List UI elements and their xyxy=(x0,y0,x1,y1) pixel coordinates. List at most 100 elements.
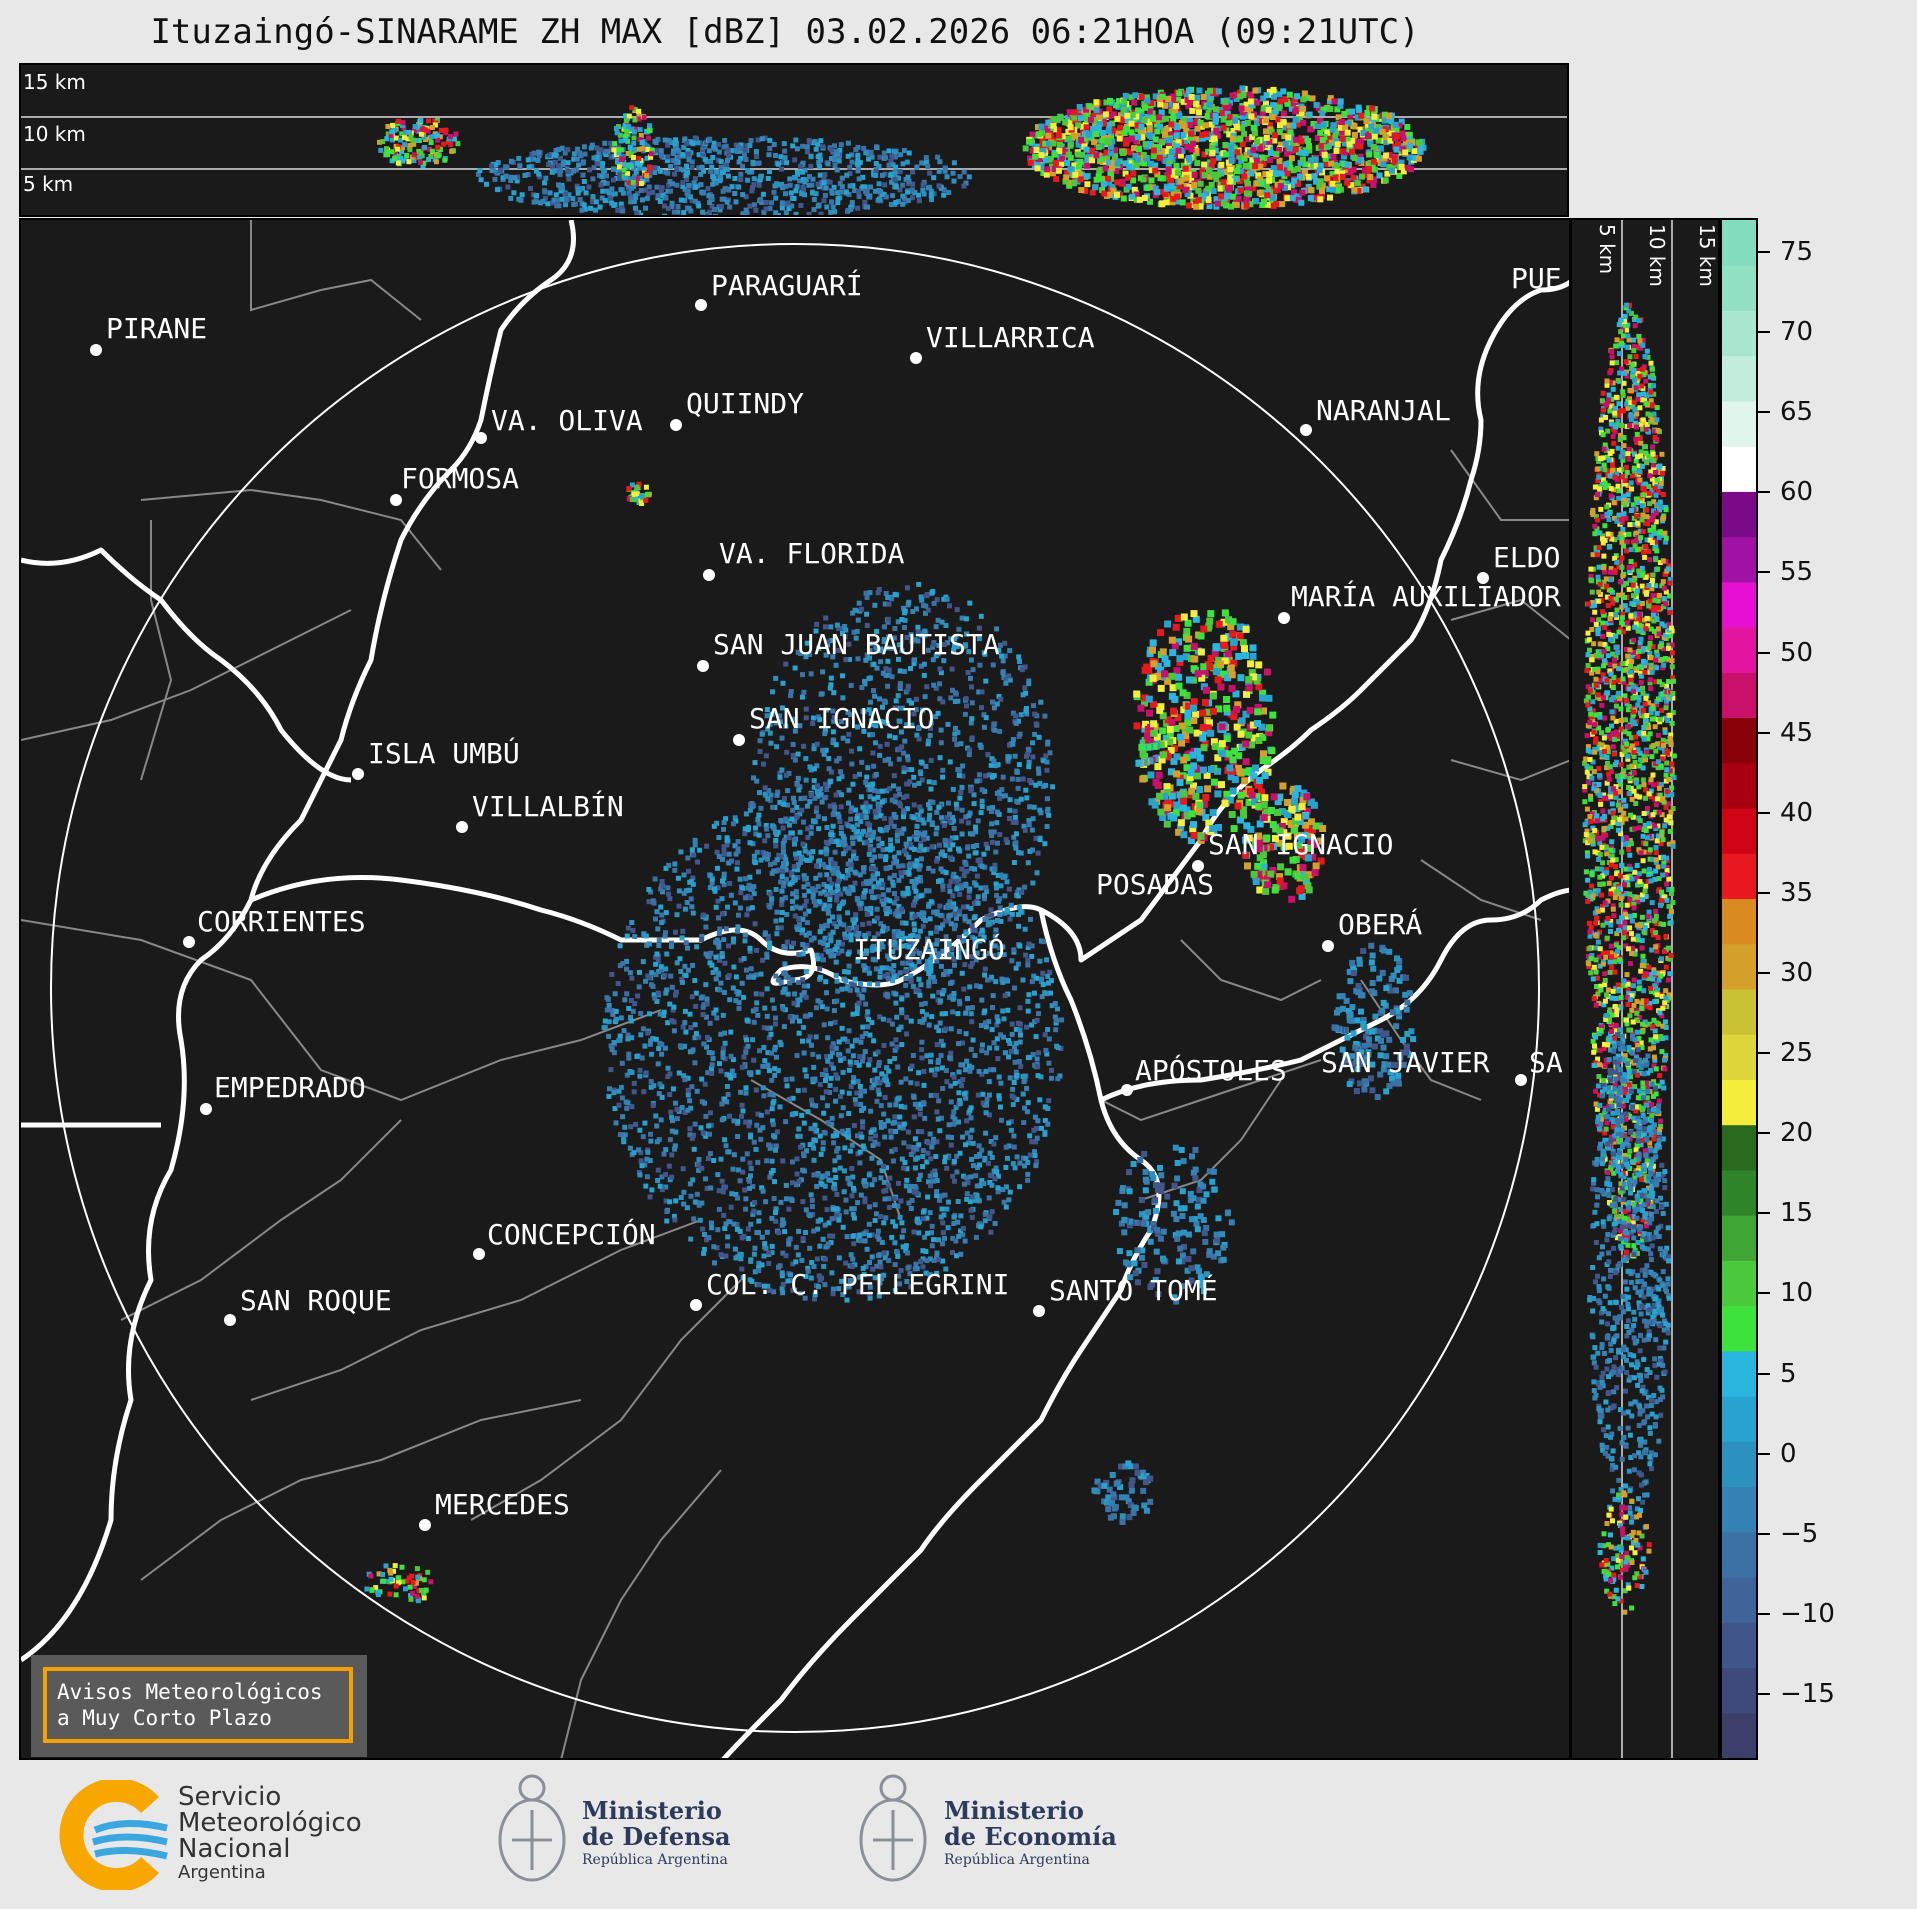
colorbar-segment xyxy=(1722,853,1756,900)
colorbar-tick xyxy=(1758,1292,1770,1295)
colorbar-segment xyxy=(1722,672,1756,719)
colorbar-segment xyxy=(1722,491,1756,538)
province-boundaries xyxy=(21,220,1569,1758)
colorbar-segment xyxy=(1722,400,1756,447)
city-dot xyxy=(1477,572,1489,584)
warning-button[interactable]: Avisos Meteorológicos a Muy Corto Plazo xyxy=(31,1655,367,1757)
smn-line-4: Argentina xyxy=(178,1862,266,1883)
city-label: VA. FLORIDA xyxy=(719,537,905,570)
colorbar-tick xyxy=(1758,251,1770,254)
city-label: NARANJAL xyxy=(1316,394,1451,427)
colorbar-tick xyxy=(1758,331,1770,334)
colorbar-segment xyxy=(1722,1667,1756,1714)
colorbar-segment xyxy=(1722,1305,1756,1352)
colorbar-tick xyxy=(1758,1452,1770,1455)
colorbar-tick xyxy=(1758,891,1770,894)
smn-logo-text: Servicio Meteorológico Nacional Argentin… xyxy=(178,1784,362,1884)
colorbar-segment xyxy=(1722,536,1756,583)
economia-line-3: República Argentina xyxy=(944,1852,1090,1868)
city-dot xyxy=(183,936,195,948)
city-label: ISLA UMBÚ xyxy=(368,736,520,770)
city-label: OBERÁ xyxy=(1338,907,1422,941)
city-dot xyxy=(352,768,364,780)
colorbar-segment xyxy=(1722,220,1756,266)
colorbar-segment xyxy=(1722,1350,1756,1397)
city-dot xyxy=(1278,612,1290,624)
side-cross-section: 5 km 10 km 15 km xyxy=(1570,218,1720,1760)
city-label: PARAGUARÍ xyxy=(711,268,863,302)
city-label: POSADAS xyxy=(1096,868,1214,901)
city-label: QUIINDY xyxy=(686,387,804,420)
city-dot xyxy=(697,660,709,672)
defensa-line-2: de Defensa xyxy=(582,1822,731,1851)
side-height-label-15: 15 km xyxy=(1695,224,1719,287)
colorbar-segment xyxy=(1722,1622,1756,1669)
colorbar-tick xyxy=(1758,1212,1770,1215)
colorbar-segment xyxy=(1722,627,1756,673)
colorbar-tick-label: −10 xyxy=(1780,1598,1835,1629)
colorbar-tick xyxy=(1758,491,1770,494)
city-label: VILLARRICA xyxy=(926,321,1095,354)
colorbar-tick-label: 5 xyxy=(1780,1358,1797,1389)
colorbar-tick xyxy=(1758,411,1770,414)
city-label: SAN ROQUE xyxy=(240,1284,392,1317)
colorbar-segment xyxy=(1722,1215,1756,1261)
colorbar-segment xyxy=(1722,446,1756,492)
city-label: ITUZAINGÓ xyxy=(853,932,1005,966)
colorbar-segment xyxy=(1722,1577,1756,1623)
city-dot xyxy=(670,419,682,431)
colorbar-tick-label: −15 xyxy=(1780,1678,1835,1709)
warning-line-2: a Muy Corto Plazo xyxy=(57,1706,272,1730)
radar-map: PIRANE PARAGUARÍ VILLARRICA QUIINDY VA. … xyxy=(19,218,1571,1760)
colorbar-segment xyxy=(1722,1124,1756,1171)
colorbar-segment xyxy=(1722,265,1756,311)
warning-frame[interactable]: Avisos Meteorológicos a Muy Corto Plazo xyxy=(43,1667,353,1743)
colorbar-segment xyxy=(1722,1441,1756,1488)
city-dot xyxy=(1192,860,1204,872)
side-height-label-5: 5 km xyxy=(1595,224,1619,274)
smn-line-1: Servicio xyxy=(178,1782,282,1812)
city-dot xyxy=(1322,940,1334,952)
economia-seal-icon xyxy=(859,1774,927,1882)
city-dot xyxy=(475,432,487,444)
colorbar-scale xyxy=(1722,220,1756,1759)
colorbar-tick xyxy=(1758,971,1770,974)
colorbar-segment xyxy=(1722,355,1756,402)
city-label: SAN IGNACIO xyxy=(749,702,934,735)
colorbar-tick xyxy=(1758,1372,1770,1375)
city-dot xyxy=(90,344,102,356)
colorbar-tick xyxy=(1758,1532,1770,1535)
economia-line-1: Ministerio xyxy=(944,1796,1084,1825)
city-label: SAN IGNACIO xyxy=(1208,828,1393,861)
city-label: ELDO xyxy=(1493,541,1560,574)
city-dot xyxy=(200,1103,212,1115)
colorbar-tick xyxy=(1758,1132,1770,1135)
colorbar-segment xyxy=(1722,1034,1756,1080)
colorbar-tick xyxy=(1758,1052,1770,1055)
city-dot xyxy=(1300,424,1312,436)
city-label: APÓSTOLES xyxy=(1135,1053,1287,1087)
colorbar-tick xyxy=(1758,811,1770,814)
colorbar-tick-label: 50 xyxy=(1780,637,1814,668)
city-label: MARÍA AUXILIADOR xyxy=(1291,579,1561,613)
city-label: SAN JAVIER xyxy=(1321,1046,1490,1079)
city-label: SAN JUAN BAUTISTA xyxy=(713,628,1000,661)
colorbar-segment xyxy=(1722,943,1756,990)
top-cross-section-canvas: 15 km 10 km 5 km xyxy=(21,70,1567,215)
city-dot xyxy=(690,1299,702,1311)
smn-line-2: Meteorológico xyxy=(178,1808,362,1838)
smn-line-3: Nacional xyxy=(178,1834,291,1864)
city-dot xyxy=(419,1519,431,1531)
colorbar-segment xyxy=(1722,717,1756,764)
city-dot xyxy=(1515,1074,1527,1086)
defensa-line-3: República Argentina xyxy=(582,1852,728,1868)
colorbar-segment xyxy=(1722,898,1756,945)
city-dot xyxy=(703,569,715,581)
colorbar-tick-label: 70 xyxy=(1780,317,1814,348)
colorbar-tick-label: 10 xyxy=(1780,1278,1814,1309)
city-label: VA. OLIVA xyxy=(491,404,643,437)
colorbar-tick-label: 15 xyxy=(1780,1198,1814,1229)
city-label: SANTO TOMÉ xyxy=(1049,1273,1218,1307)
economia-line-2: de Economía xyxy=(944,1822,1117,1851)
colorbar-tick-label: 45 xyxy=(1780,717,1814,748)
